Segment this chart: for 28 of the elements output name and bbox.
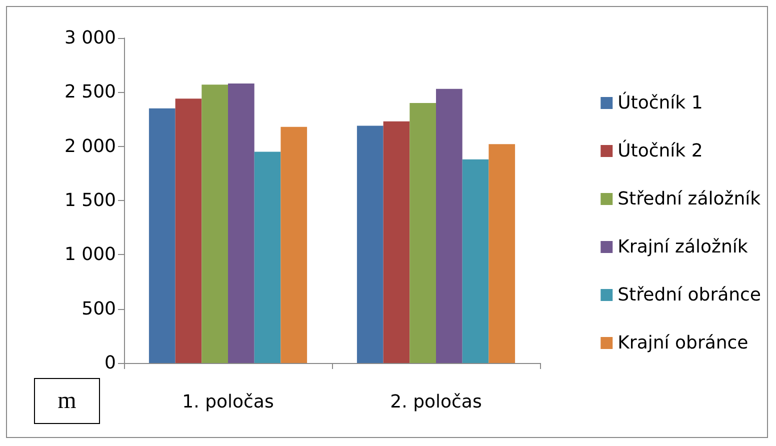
bar — [254, 152, 281, 363]
bar — [175, 98, 202, 363]
y-tick-label: 0 — [104, 352, 116, 374]
bar — [383, 121, 410, 363]
bar — [356, 126, 384, 363]
bar — [202, 84, 228, 363]
y-tick-label: 500 — [82, 298, 116, 320]
bar — [462, 159, 489, 363]
legend-label: Krajní obránce — [618, 332, 748, 354]
legend-label: Střední obránce — [618, 284, 762, 306]
y-tick-label: 2 000 — [64, 136, 116, 157]
text: m — [34, 378, 100, 424]
legend-label: Útočník 2 — [618, 140, 703, 162]
bar — [148, 108, 176, 363]
bar — [436, 88, 462, 363]
legend-label: Útočník 1 — [618, 92, 703, 114]
bar — [410, 103, 436, 363]
bar — [280, 126, 308, 363]
x-tick-label: 2. poločas — [390, 392, 482, 412]
legend-label: Střední záložník — [618, 188, 762, 210]
y-tick-label: 3 000 — [64, 28, 116, 48]
y-tick-label: 2 500 — [64, 82, 116, 103]
legend-label: Krajní záložník — [618, 236, 748, 258]
bar — [228, 84, 254, 363]
y-tick-label: 1 000 — [64, 244, 116, 266]
bar — [488, 144, 516, 363]
x-tick-label: 1. poločas — [182, 392, 274, 412]
y-tick-label: 1 500 — [64, 190, 116, 211]
